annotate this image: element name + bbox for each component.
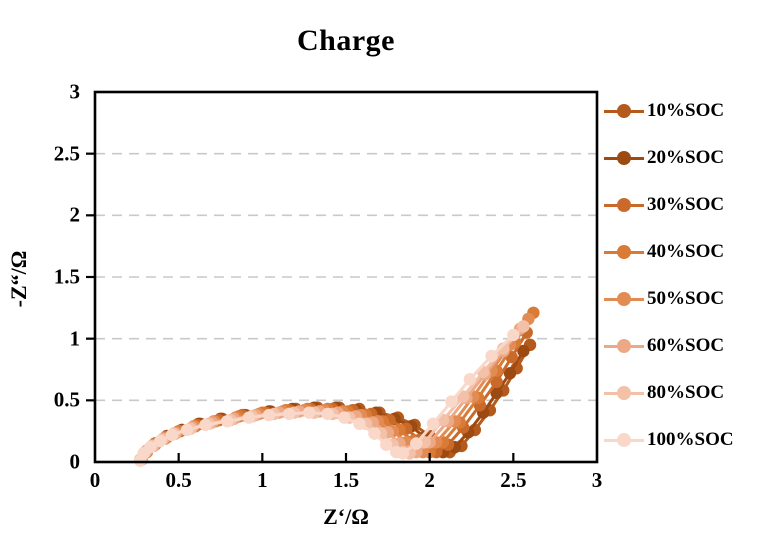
legend-label: 40%SOC xyxy=(647,241,725,262)
x-axis-title: Z‘/Ω xyxy=(323,504,369,529)
legend-item-20%SOC[interactable]: 20%SOC xyxy=(604,145,754,171)
series-marker-100%SOC xyxy=(154,434,167,448)
series-marker-100%SOC xyxy=(507,328,520,342)
y-tick-label-2.5: 2.5 xyxy=(53,141,80,166)
series-marker-20%SOC xyxy=(490,386,503,400)
legend-label: 100%SOC xyxy=(647,429,734,450)
series-marker-100%SOC xyxy=(368,427,381,440)
series-marker-100%SOC xyxy=(410,437,423,450)
legend-dot-icon xyxy=(617,245,631,259)
legend-marker-icon xyxy=(604,150,644,166)
legend-marker-icon xyxy=(604,103,644,119)
series-marker-30%SOC xyxy=(490,375,503,389)
legend-label: 50%SOC xyxy=(647,288,725,309)
series-marker-100%SOC xyxy=(463,373,477,386)
series-marker-100%SOC xyxy=(144,441,157,454)
series-marker-20%SOC xyxy=(503,367,517,380)
legend-item-50%SOC[interactable]: 50%SOC xyxy=(604,286,754,312)
series-marker-100%SOC xyxy=(426,417,440,430)
plot-area xyxy=(86,90,599,467)
legend-label: 60%SOC xyxy=(647,335,725,356)
legend-marker-icon xyxy=(604,244,644,260)
legend-dot-icon xyxy=(617,104,631,118)
legend-item-30%SOC[interactable]: 30%SOC xyxy=(604,192,754,218)
x-tick-label-1.5: 1.5 xyxy=(332,468,360,492)
series-marker-100%SOC xyxy=(396,447,410,460)
legend-dot-icon xyxy=(617,386,631,400)
series-marker-100%SOC xyxy=(165,428,179,442)
series-marker-100%SOC xyxy=(302,406,316,419)
x-tick-label-2: 2 xyxy=(424,468,435,492)
y-tick-label-0.5: 0.5 xyxy=(53,387,80,412)
chart-title: Charge xyxy=(297,24,395,57)
series-marker-100%SOC xyxy=(242,411,256,424)
series-marker-100%SOC xyxy=(262,408,276,422)
y-tick-label-1.5: 1.5 xyxy=(53,264,80,289)
legend-label: 10%SOC xyxy=(647,100,725,121)
legend-marker-icon xyxy=(604,432,644,448)
y-tick-label-2: 2 xyxy=(69,202,81,227)
series-marker-100%SOC xyxy=(220,415,234,428)
series-marker-100%SOC xyxy=(199,418,212,432)
x-tick-label-0.5: 0.5 xyxy=(165,468,192,492)
legend-dot-icon xyxy=(617,339,631,353)
legend-marker-icon xyxy=(604,338,644,354)
y-tick-label-1: 1 xyxy=(69,326,81,351)
series-marker-20%SOC xyxy=(517,344,530,358)
legend-item-80%SOC[interactable]: 80%SOC xyxy=(604,380,754,406)
legend-dot-icon xyxy=(617,198,631,212)
legend-item-60%SOC[interactable]: 60%SOC xyxy=(604,333,754,359)
series-marker-100%SOC xyxy=(353,417,366,430)
legend-item-40%SOC[interactable]: 40%SOC xyxy=(604,239,754,265)
legend-marker-icon xyxy=(604,385,644,401)
series-marker-100%SOC xyxy=(485,349,498,363)
legend-label: 20%SOC xyxy=(647,147,725,168)
series-marker-100%SOC xyxy=(445,395,458,408)
x-tick-label-2.5: 2.5 xyxy=(500,468,527,492)
legend-dot-icon xyxy=(617,433,631,447)
series-marker-100%SOC xyxy=(321,407,334,421)
legend: 10%SOC 20%SOC 30%SOC 40%SOC 50%SOC 60%SOC 80%S… xyxy=(604,98,754,474)
y-tick-label-3: 3 xyxy=(69,79,81,104)
legend-marker-icon xyxy=(604,197,644,213)
series-marker-100%SOC xyxy=(379,438,393,451)
series-marker-100%SOC xyxy=(180,423,194,437)
y-axis-title: -Z“/Ω xyxy=(6,250,31,308)
y-tick-label-0: 0 xyxy=(69,449,81,474)
legend-dot-icon xyxy=(617,151,631,165)
x-tick-label-1: 1 xyxy=(257,468,268,492)
legend-item-100%SOC[interactable]: 100%SOC xyxy=(604,427,754,453)
series-marker-80%SOC xyxy=(497,342,510,355)
legend-label: 80%SOC xyxy=(647,382,725,403)
series-marker-100%SOC xyxy=(338,411,351,424)
legend-label: 30%SOC xyxy=(647,194,725,215)
series-marker-100%SOC xyxy=(282,407,296,421)
series-marker-80%SOC xyxy=(517,320,530,333)
legend-marker-icon xyxy=(604,291,644,307)
legend-dot-icon xyxy=(617,292,631,306)
plot-border xyxy=(93,90,599,464)
x-tick-label-3: 3 xyxy=(591,468,603,492)
series-marker-80%SOC xyxy=(456,390,470,403)
x-tick-label-0: 0 xyxy=(89,468,101,492)
legend-item-10%SOC[interactable]: 10%SOC xyxy=(604,98,754,124)
